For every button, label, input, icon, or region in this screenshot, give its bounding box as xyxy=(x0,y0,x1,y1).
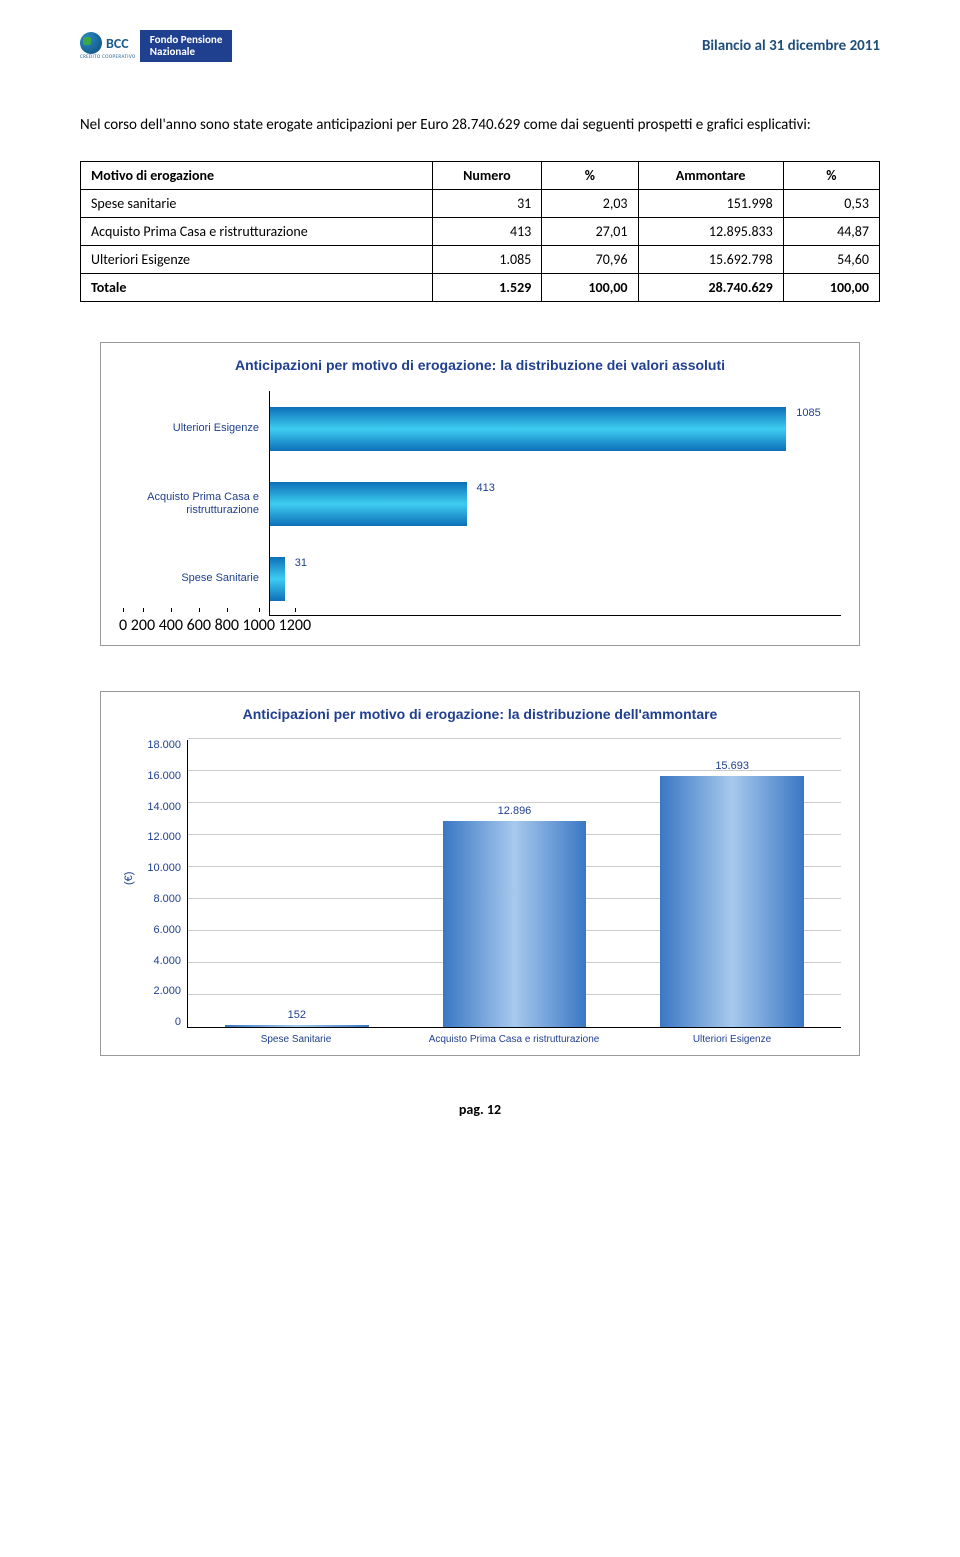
logo-fondo-line2: Nazionale xyxy=(150,46,223,58)
cell-numero: 413 xyxy=(432,218,542,246)
page-header: BCC CREDITO COOPERATIVO Fondo Pensione N… xyxy=(80,30,880,62)
hbar-label: 413 xyxy=(477,482,495,494)
cell-label: Spese sanitarie xyxy=(81,190,433,218)
document-page: BCC CREDITO COOPERATIVO Fondo Pensione N… xyxy=(0,0,960,1148)
table-row: Acquisto Prima Casa e ristrutturazione 4… xyxy=(81,218,880,246)
chart1-xticks: 0 200 400 600 800 1000 1200 xyxy=(119,616,841,635)
chart-valori-assoluti: Anticipazioni per motivo di erogazione: … xyxy=(100,342,860,646)
vbar-col: 12.896 xyxy=(443,805,587,1027)
table-header-row: Motivo di erogazione Numero % Ammontare … xyxy=(81,162,880,190)
vxtick: Spese Sanitarie xyxy=(198,1034,394,1045)
chart1-ylabel: Spese Sanitarie xyxy=(119,541,259,616)
cell-pctn: 2,03 xyxy=(542,190,638,218)
logo-bcc-sub: CREDITO COOPERATIVO xyxy=(80,54,136,60)
vbar-spese xyxy=(225,1025,369,1027)
intro-paragraph: Nel corso dell'anno sono state erogate a… xyxy=(80,112,880,139)
chart1-plot: Ulteriori Esigenze Acquisto Prima Casa e… xyxy=(119,391,841,616)
vbar-col: 152 xyxy=(225,1009,369,1027)
chart1-plot-area: 1085 413 31 xyxy=(269,391,841,616)
vbar-col: 15.693 xyxy=(660,760,804,1027)
ytick: 16.000 xyxy=(139,771,181,782)
header-title: Bilancio al 31 dicembre 2011 xyxy=(702,37,880,55)
hbar-row: 31 xyxy=(270,541,841,616)
cell-pcta: 44,87 xyxy=(783,218,879,246)
th-pct-a: % xyxy=(783,162,879,190)
cell-label: Acquisto Prima Casa e ristrutturazione xyxy=(81,218,433,246)
th-motivo: Motivo di erogazione xyxy=(81,162,433,190)
chart2-bars: 152 12.896 15.693 xyxy=(188,740,841,1027)
hbar-acquisto: 413 xyxy=(270,482,467,526)
ytick: 4.000 xyxy=(139,956,181,967)
xtick: 800 xyxy=(215,616,239,635)
vxtick: Ulteriori Esigenze xyxy=(634,1034,830,1045)
cell-pctn: 70,96 xyxy=(542,246,638,274)
cell-amm: 28.740.629 xyxy=(638,274,783,302)
xtick: 600 xyxy=(187,616,211,635)
ytick: 2.000 xyxy=(139,986,181,997)
chart2-yticks: 18.000 16.000 14.000 12.000 10.000 8.000… xyxy=(139,740,187,1028)
page-footer: pag. 12 xyxy=(80,1101,880,1118)
ytick: 10.000 xyxy=(139,863,181,874)
vbar-value: 12.896 xyxy=(498,805,532,817)
xtick: 400 xyxy=(159,616,183,635)
xtick: 200 xyxy=(131,616,155,635)
chart2-plot-area: 152 12.896 15.693 xyxy=(187,740,841,1028)
cell-pcta: 0,53 xyxy=(783,190,879,218)
cell-numero: 1.085 xyxy=(432,246,542,274)
hbar-row: 1085 xyxy=(270,391,841,466)
ytick: 6.000 xyxy=(139,925,181,936)
cell-pcta: 54,60 xyxy=(783,246,879,274)
vbar-acquisto xyxy=(443,821,587,1027)
table-total-row: Totale 1.529 100,00 28.740.629 100,00 xyxy=(81,274,880,302)
hbar-row: 413 xyxy=(270,466,841,541)
chart2-xticks: Spese Sanitarie Acquisto Prima Casa e ri… xyxy=(187,1034,841,1045)
logo-bcc-text: BCC xyxy=(106,35,129,52)
chart-ammontare: Anticipazioni per motivo di erogazione: … xyxy=(100,691,860,1056)
vbar-value: 15.693 xyxy=(715,760,749,772)
ytick: 8.000 xyxy=(139,894,181,905)
vxtick: Acquisto Prima Casa e ristrutturazione xyxy=(416,1034,612,1045)
cell-pcta: 100,00 xyxy=(783,274,879,302)
logo-block: BCC CREDITO COOPERATIVO Fondo Pensione N… xyxy=(80,30,232,62)
cell-amm: 151.998 xyxy=(638,190,783,218)
cell-numero: 31 xyxy=(432,190,542,218)
hbar-label: 31 xyxy=(295,557,307,569)
logo-bcc: BCC CREDITO COOPERATIVO xyxy=(80,32,136,60)
chart2-wrap: (€) 18.000 16.000 14.000 12.000 10.000 8… xyxy=(119,740,841,1045)
chart2-plot: 18.000 16.000 14.000 12.000 10.000 8.000… xyxy=(139,740,841,1045)
table-row: Spese sanitarie 31 2,03 151.998 0,53 xyxy=(81,190,880,218)
ytick: 0 xyxy=(139,1017,181,1028)
cell-label: Ulteriori Esigenze xyxy=(81,246,433,274)
xtick: 0 xyxy=(119,616,127,635)
vbar-ulteriori xyxy=(660,776,804,1027)
cell-numero: 1.529 xyxy=(432,274,542,302)
ytick: 14.000 xyxy=(139,802,181,813)
cell-label: Totale xyxy=(81,274,433,302)
th-ammontare: Ammontare xyxy=(638,162,783,190)
ytick: 12.000 xyxy=(139,832,181,843)
cell-pctn: 100,00 xyxy=(542,274,638,302)
chart1-ylabel: Ulteriori Esigenze xyxy=(119,391,259,466)
cell-amm: 15.692.798 xyxy=(638,246,783,274)
xtick: 1200 xyxy=(279,616,311,635)
ytick: 18.000 xyxy=(139,740,181,751)
globe-icon xyxy=(80,32,102,54)
cell-amm: 12.895.833 xyxy=(638,218,783,246)
th-numero: Numero xyxy=(432,162,542,190)
vbar-value: 152 xyxy=(288,1009,306,1021)
xtick: 1000 xyxy=(243,616,275,635)
chart1-title: Anticipazioni per motivo di erogazione: … xyxy=(119,357,841,373)
chart2-yaxis-title: (€) xyxy=(119,712,139,1045)
th-pct-n: % xyxy=(542,162,638,190)
table-row: Ulteriori Esigenze 1.085 70,96 15.692.79… xyxy=(81,246,880,274)
hbar-spese: 31 xyxy=(270,557,285,601)
chart2-title: Anticipazioni per motivo di erogazione: … xyxy=(119,706,841,722)
chart1-ylabels: Ulteriori Esigenze Acquisto Prima Casa e… xyxy=(119,391,269,616)
hbar-label: 1085 xyxy=(796,407,820,419)
hbar-ulteriori: 1085 xyxy=(270,407,786,451)
chart1-ylabel: Acquisto Prima Casa e ristrutturazione xyxy=(119,466,259,541)
logo-fondo-pensione: Fondo Pensione Nazionale xyxy=(140,30,233,62)
erogazione-table: Motivo di erogazione Numero % Ammontare … xyxy=(80,161,880,302)
cell-pctn: 27,01 xyxy=(542,218,638,246)
